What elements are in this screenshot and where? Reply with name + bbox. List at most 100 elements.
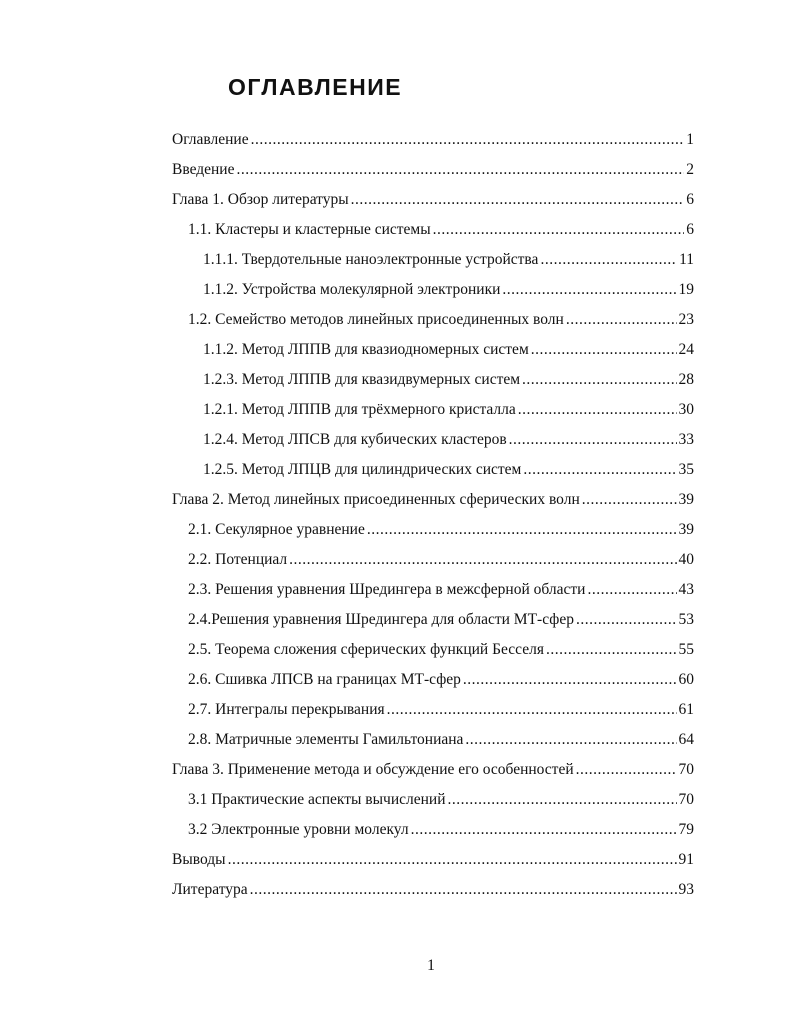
toc-entry-title: Глава 1. Обзор литературы bbox=[172, 191, 349, 208]
dot-leader bbox=[587, 581, 676, 599]
dot-leader bbox=[518, 401, 677, 419]
dot-leader bbox=[546, 641, 677, 659]
toc-entry-page: 70 bbox=[678, 761, 695, 778]
dot-leader bbox=[465, 731, 676, 749]
toc-entry-title: Глава 2. Метод линейных присоединенных с… bbox=[172, 491, 580, 508]
toc-entry-title: 3.2 Электронные уровни молекул bbox=[188, 821, 409, 838]
toc-entry-title: Введение bbox=[172, 161, 235, 178]
toc-entry-page: 6 bbox=[686, 221, 694, 238]
toc-entry: Введение 2 bbox=[172, 161, 694, 185]
toc-entry: 1.1.2. Устройства молекулярной электрони… bbox=[203, 281, 694, 305]
dot-leader bbox=[566, 311, 677, 329]
toc-entry: Оглавление 1 bbox=[172, 131, 694, 155]
dot-leader bbox=[509, 431, 677, 449]
toc-entry-title: 1.1.2. Метод ЛППВ для квазиодномерных си… bbox=[203, 341, 529, 358]
dot-leader bbox=[351, 191, 685, 209]
toc-entry-title: 2.5. Теорема сложения сферических функци… bbox=[188, 641, 544, 658]
toc-entry: 2.7. Интегралы перекрывания 61 bbox=[188, 701, 694, 725]
toc-entry-title: 1.2.4. Метод ЛПСВ для кубических кластер… bbox=[203, 431, 507, 448]
toc-entry: Выводы 91 bbox=[172, 851, 694, 875]
dot-leader bbox=[540, 251, 677, 269]
dot-leader bbox=[367, 521, 677, 539]
toc-entry-title: 1.1.2. Устройства молекулярной электрони… bbox=[203, 281, 501, 298]
toc-entry-page: 79 bbox=[678, 821, 695, 838]
toc-entry-page: 24 bbox=[678, 341, 695, 358]
toc-entry-title: Глава 3. Применение метода и обсуждение … bbox=[172, 761, 574, 778]
toc-entry-title: 2.4.Решения уравнения Шредингера для обл… bbox=[188, 611, 574, 628]
toc-entry-title: 2.8. Матричные элементы Гамильтониана bbox=[188, 731, 464, 748]
dot-leader bbox=[236, 161, 684, 179]
toc-entry: Глава 2. Метод линейных присоединенных с… bbox=[172, 491, 694, 515]
toc-entry-page: 39 bbox=[678, 491, 695, 508]
toc-entry: 1.2.1. Метод ЛППВ для трёхмерного криста… bbox=[203, 401, 694, 425]
dot-leader bbox=[523, 461, 676, 479]
toc-entry-title: 2.2. Потенциал bbox=[188, 551, 288, 568]
toc-entry-title: 2.6. Сшивка ЛПСВ на границах МТ-сфер bbox=[188, 671, 461, 688]
toc-entry-page: 70 bbox=[678, 791, 695, 808]
toc-entry-page: 11 bbox=[679, 251, 694, 268]
toc-entry: Глава 1. Обзор литературы 6 bbox=[172, 191, 694, 215]
toc-entry-page: 23 bbox=[678, 311, 695, 328]
toc-entry-page: 93 bbox=[678, 881, 695, 898]
toc-entry: 1.1.2. Метод ЛППВ для квазиодномерных си… bbox=[203, 341, 694, 365]
toc-entry-page: 40 bbox=[678, 551, 695, 568]
dot-leader bbox=[522, 371, 676, 389]
toc-entry: 2.2. Потенциал 40 bbox=[188, 551, 694, 575]
toc-entry-page: 55 bbox=[678, 641, 695, 658]
toc-entry: 1.2.5. Метод ЛПЦВ для цилиндрических сис… bbox=[203, 461, 694, 485]
toc-entry-page: 35 bbox=[678, 461, 695, 478]
toc-entry: 1.1. Кластеры и кластерные системы 6 bbox=[188, 221, 694, 245]
toc-entry: 2.1. Секулярное уравнение 39 bbox=[188, 521, 694, 545]
toc-entry-page: 19 bbox=[678, 281, 695, 298]
toc-entry: 1.2.3. Метод ЛППВ для квазидвумерных сис… bbox=[203, 371, 694, 395]
dot-leader bbox=[228, 851, 677, 869]
toc-entry-title: 2.1. Секулярное уравнение bbox=[188, 521, 365, 538]
toc-entry-page: 33 bbox=[678, 431, 695, 448]
dot-leader bbox=[463, 671, 677, 689]
toc-entry-page: 28 bbox=[678, 371, 695, 388]
toc-entry-title: Оглавление bbox=[172, 131, 249, 148]
dot-leader bbox=[411, 821, 677, 839]
toc-entry-page: 91 bbox=[678, 851, 695, 868]
toc-entry-title: Литература bbox=[172, 881, 248, 898]
toc-entry-page: 2 bbox=[686, 161, 694, 178]
toc-entry-title: 1.2.3. Метод ЛППВ для квазидвумерных сис… bbox=[203, 371, 521, 388]
dot-leader bbox=[576, 611, 677, 629]
toc-entry-title: 2.7. Интегралы перекрывания bbox=[188, 701, 385, 718]
dot-leader bbox=[576, 761, 677, 779]
toc-entry-title: 1.2.1. Метод ЛППВ для трёхмерного криста… bbox=[203, 401, 516, 418]
toc-entry-title: 1.1. Кластеры и кластерные системы bbox=[188, 221, 431, 238]
toc-entry-page: 39 bbox=[678, 521, 695, 538]
toc-entry-page: 1 bbox=[686, 131, 694, 148]
toc-entry: 2.8. Матричные элементы Гамильтониана 64 bbox=[188, 731, 694, 755]
dot-leader bbox=[251, 131, 685, 149]
toc-entry: Литература 93 bbox=[172, 881, 694, 905]
toc-entry-page: 60 bbox=[678, 671, 695, 688]
toc-entry-page: 43 bbox=[678, 581, 695, 598]
toc-entry: 2.5. Теорема сложения сферических функци… bbox=[188, 641, 694, 665]
toc-entry: 3.2 Электронные уровни молекул 79 bbox=[188, 821, 694, 845]
dot-leader bbox=[433, 221, 685, 239]
dot-leader bbox=[387, 701, 677, 719]
toc-entry-page: 6 bbox=[686, 191, 694, 208]
toc-entry-page: 61 bbox=[678, 701, 695, 718]
page-title: ОГЛАВЛЕНИЕ bbox=[228, 74, 403, 100]
toc-entry-title: 1.2.5. Метод ЛПЦВ для цилиндрических сис… bbox=[203, 461, 522, 478]
toc-entry-page: 64 bbox=[678, 731, 695, 748]
toc-entry-page: 53 bbox=[678, 611, 695, 628]
dot-leader bbox=[289, 551, 676, 569]
toc-entry-page: 30 bbox=[678, 401, 695, 418]
toc-entry: 1.1.1. Твердотельные наноэлектронные уст… bbox=[203, 251, 694, 275]
toc-entry-title: 2.3. Решения уравнения Шредингера в межс… bbox=[188, 581, 586, 598]
dot-leader bbox=[250, 881, 677, 899]
dot-leader bbox=[531, 341, 677, 359]
dot-leader bbox=[582, 491, 677, 509]
toc-entry: 1.2.4. Метод ЛПСВ для кубических кластер… bbox=[203, 431, 694, 455]
dot-leader bbox=[448, 791, 677, 809]
toc-entry: 2.4.Решения уравнения Шредингера для обл… bbox=[188, 611, 694, 635]
toc-entry-title: 1.1.1. Твердотельные наноэлектронные уст… bbox=[203, 251, 539, 268]
toc-entry: Глава 3. Применение метода и обсуждение … bbox=[172, 761, 694, 785]
toc-entry: 1.2. Семейство методов линейных присоеди… bbox=[188, 311, 694, 335]
toc-entry: 3.1 Практические аспекты вычислений 70 bbox=[188, 791, 694, 815]
page-number: 1 bbox=[427, 957, 435, 974]
